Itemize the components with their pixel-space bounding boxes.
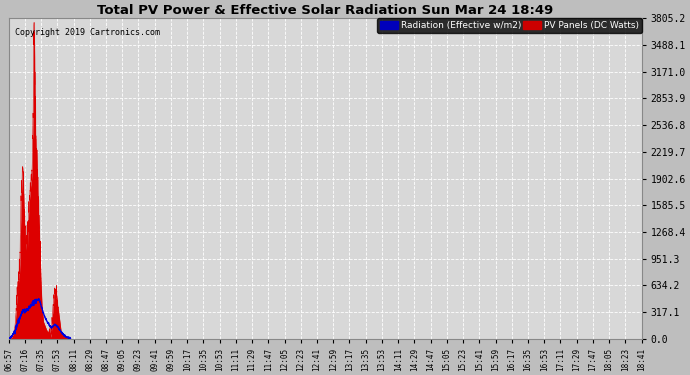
Text: Copyright 2019 Cartronics.com: Copyright 2019 Cartronics.com [15, 28, 160, 37]
Legend: Radiation (Effective w/m2), PV Panels (DC Watts): Radiation (Effective w/m2), PV Panels (D… [377, 18, 642, 33]
Title: Total PV Power & Effective Solar Radiation Sun Mar 24 18:49: Total PV Power & Effective Solar Radiati… [97, 4, 553, 17]
